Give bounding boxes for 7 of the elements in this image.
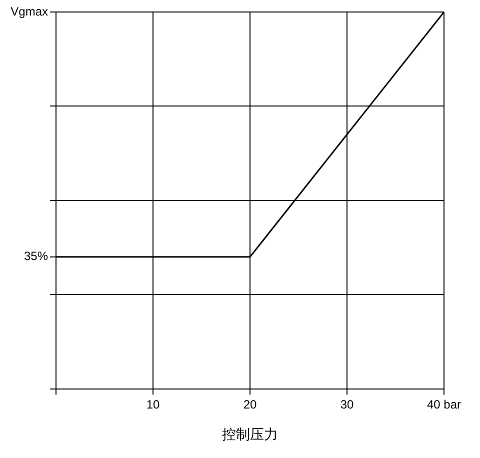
x-axis-title: 控制压力 [222,427,278,444]
x-tick-label: 30 [340,397,354,412]
x-tick-label: 20 [243,397,257,412]
x-tick-label: 40 bar [426,397,462,412]
text: Vgmax [10,4,48,18]
annotation: 35% [24,249,48,264]
x-tick-label: 10 [146,397,160,412]
